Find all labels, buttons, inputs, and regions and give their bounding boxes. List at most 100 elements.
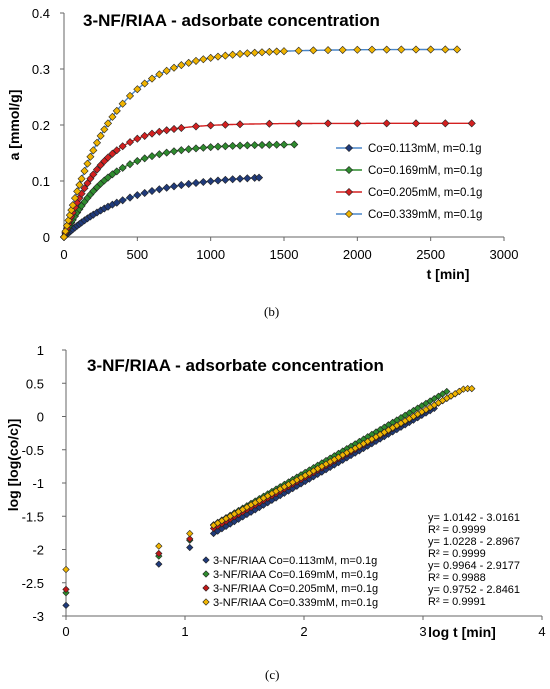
data-point-s3 [191,56,201,65]
data-point-s3 [353,45,362,54]
legend-marker-1 [344,165,354,175]
equation-text-2: y= 1.0228 - 2.8967 [428,536,520,548]
data-point-s3 [411,45,421,54]
legend-marker-2 [202,584,210,592]
data-point-s2 [382,119,391,128]
data-point-s2 [125,138,135,147]
data-point-s3 [367,45,377,54]
x-tick-label: 2 [300,624,307,639]
data-point-s3 [199,55,208,64]
data-point-s1 [243,141,252,150]
data-point-s3 [112,106,121,115]
x-tick-label: 0 [62,624,69,639]
data-point-s1 [112,167,121,176]
data-point-s1 [235,141,245,150]
data-point-s0 [125,193,135,202]
data-point-s2 [96,161,105,170]
data-point-s3 [162,66,171,75]
x-axis-label: log t [min] [428,624,496,640]
data-point-s3 [61,227,70,236]
data-point-s3 [453,45,462,54]
data-point-s1 [147,152,157,161]
chart-title: 3-NF/RIAA - adsorbate concentration [83,11,380,30]
data-point-s3 [155,70,164,79]
data-point-s3 [184,58,193,67]
data-point-s3 [96,131,105,140]
data-point-s3 [155,542,163,550]
data-point-s0 [199,178,208,187]
data-point-s0 [191,178,201,187]
data-point-s0 [186,543,194,552]
y-axis-label: a [mmol/g] [6,90,22,161]
data-point-s3 [140,79,149,88]
data-point-s3 [77,174,86,183]
legend-label-1: 3-NF/RIAA Co=0.169mM, m=0.1g [213,569,378,581]
series-line-0 [63,176,260,238]
data-point-s2 [294,119,303,128]
data-point-s0 [169,182,179,191]
data-point-s3 [70,194,80,203]
data-point-s3 [169,63,179,72]
data-point-s2 [92,165,102,174]
data-point-s3 [68,201,77,210]
data-point-s2 [265,119,274,128]
x-tick-label: 500 [126,247,148,262]
data-point-s3 [206,53,215,62]
data-point-s1 [177,146,186,155]
data-point-s2 [155,549,163,558]
data-point-s0 [62,601,70,609]
data-point-s1 [118,163,127,172]
data-point-s0 [112,198,121,207]
equation-text-4: y= 0.9964 - 2.9177 [428,560,520,572]
legend-marker-0 [202,556,210,564]
data-point-s0 [184,179,193,188]
data-point-s1 [184,145,193,154]
y-tick-label: 0.1 [32,174,50,189]
data-point-s3 [272,47,281,56]
data-point-s3 [103,119,113,128]
data-point-s0 [155,185,164,194]
y-tick-label: -3 [32,609,44,624]
data-point-s1 [140,154,149,163]
data-point-s3 [426,45,435,54]
legend-marker-0 [344,143,354,153]
x-tick-label: 3 [419,624,426,639]
data-point-s2 [80,184,89,193]
data-point-s0 [213,176,223,185]
data-point-s1 [221,142,230,151]
y-tick-label: 0 [43,230,50,245]
data-point-s3 [221,51,230,60]
data-point-s3 [441,45,450,54]
data-point-s0 [133,191,142,200]
chart-title: 3-NF/RIAA - adsorbate concentration [87,356,384,375]
data-point-s3 [186,529,194,538]
data-point-s3 [73,187,82,196]
data-point-s3 [279,47,289,56]
x-tick-label: 2000 [343,247,372,262]
data-point-s1 [290,140,299,149]
data-point-s1 [169,147,179,156]
data-point-s2 [62,585,70,594]
data-point-s1 [272,140,281,149]
data-point-s3 [83,159,92,168]
series-line-1 [63,143,295,238]
data-point-s1 [162,148,171,157]
equation-text-0: y= 1.0142 - 3.0161 [428,512,520,524]
y-tick-label: -1.5 [22,509,44,524]
data-point-s2 [103,153,113,162]
data-point-s3 [265,47,274,56]
data-point-s2 [118,142,127,151]
legend-label-2: Co=0.205mM, m=0.1g [368,187,482,199]
legend-label-3: 3-NF/RIAA Co=0.339mM, m=0.1g [213,597,378,609]
legend-label-0: Co=0.113mM, m=0.1g [368,143,482,155]
data-point-s2 [89,170,98,179]
legend-label-0: 3-NF/RIAA Co=0.113mM, m=0.1g [213,555,377,567]
x-tick-label: 0 [60,247,67,262]
data-point-s2 [177,123,186,132]
legend-marker-2 [344,187,354,197]
data-point-s2 [206,121,215,130]
legend-label-2: 3-NF/RIAA Co=0.205mM, m=0.1g [213,583,378,595]
data-point-s3 [397,45,406,54]
data-point-s2 [162,126,171,135]
